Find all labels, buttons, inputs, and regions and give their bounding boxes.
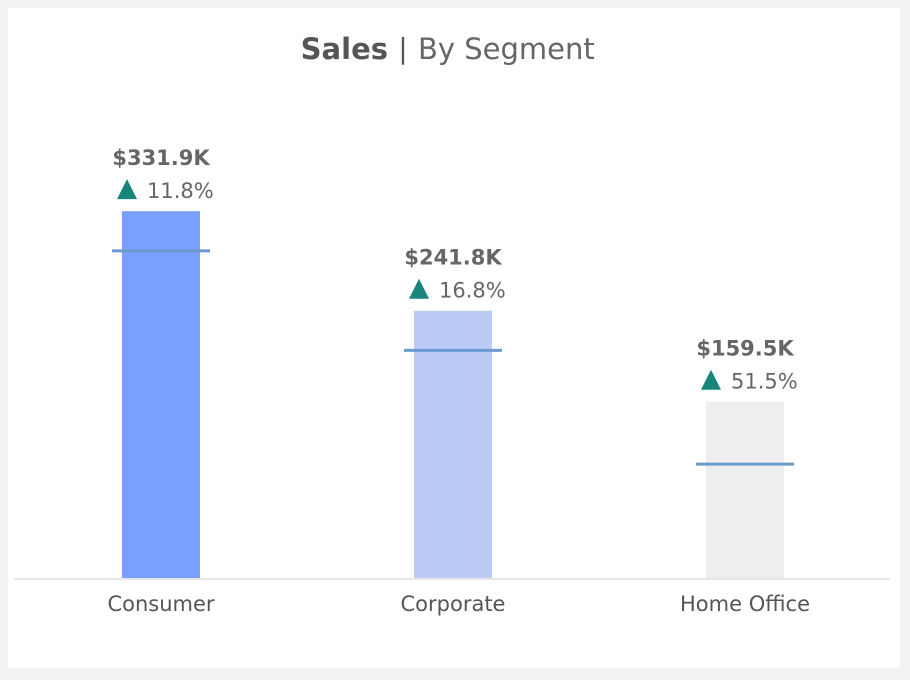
value-label: $159.5K — [696, 337, 794, 361]
value-label: $331.9K — [112, 146, 210, 170]
value-label: $241.8K — [404, 246, 502, 270]
triangle-up-icon — [117, 179, 137, 200]
bar-consumer — [122, 211, 200, 579]
bar-home-office — [706, 401, 784, 578]
category-label: Corporate — [401, 592, 506, 616]
bar-corporate — [414, 310, 492, 578]
chart-subtitle: By Segment — [418, 32, 595, 66]
title-separator: | — [398, 32, 407, 65]
chart-card: Sales | By Segment $331.9K 11.8% Consumer $… — [8, 8, 900, 668]
chart-svg: Sales | By Segment $331.9K11.8%Consumer$… — [14, 32, 890, 616]
triangle-up-icon — [409, 278, 429, 299]
category-label: Home Office — [680, 592, 810, 616]
category-label: Consumer — [107, 592, 214, 616]
chart-title: Sales — [301, 32, 388, 66]
change-label: 16.8% — [439, 279, 506, 303]
triangle-up-icon — [701, 369, 721, 390]
change-label: 11.8% — [147, 179, 214, 203]
change-label: 51.5% — [731, 370, 798, 394]
chart-marks: $331.9K 11.8% Consumer $241.8K 16.8% Corporat… — [14, 146, 890, 616]
